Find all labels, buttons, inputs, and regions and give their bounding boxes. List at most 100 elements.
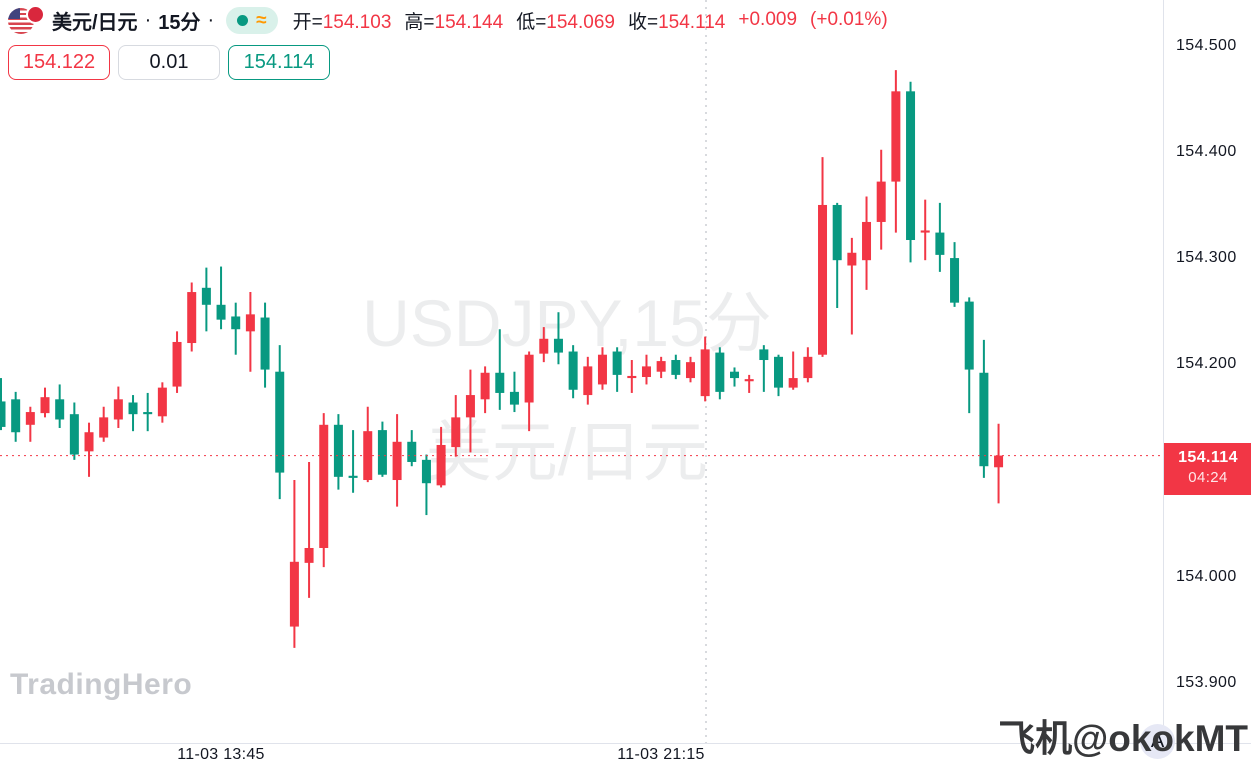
symbol-title[interactable]: 美元/日元 · 15分 · bbox=[52, 6, 214, 35]
ohlc-open: 开=154.103 bbox=[293, 7, 392, 34]
candle bbox=[685, 362, 695, 379]
change-value: +0.009 bbox=[738, 9, 798, 30]
sell-bid-button[interactable]: 154.122 bbox=[8, 45, 110, 80]
ohlc-high: 高=154.144 bbox=[404, 7, 503, 34]
high-value: 154.144 bbox=[434, 11, 504, 33]
auto-scale-button[interactable]: A bbox=[1140, 724, 1175, 759]
approx-data-icon: ≈ bbox=[256, 9, 267, 31]
price-axis-label: 154.000 bbox=[1176, 567, 1237, 585]
candle bbox=[319, 424, 329, 548]
low-value: 154.069 bbox=[546, 11, 615, 33]
spread-box[interactable]: 0.01 bbox=[118, 45, 220, 80]
candle bbox=[876, 181, 886, 222]
candle bbox=[818, 204, 828, 355]
symbol-name: 美元/日元 bbox=[52, 11, 138, 34]
candle bbox=[157, 387, 167, 417]
candle bbox=[891, 91, 901, 182]
candle bbox=[862, 221, 872, 261]
candle bbox=[84, 432, 94, 452]
ohlc-low: 低=154.069 bbox=[516, 7, 615, 34]
price-axis-label: 154.500 bbox=[1176, 36, 1237, 54]
candle bbox=[275, 371, 285, 473]
symbol-header: 美元/日元 · 15分 · ≈ 开=154.103 高=154.144 低=15… bbox=[8, 5, 888, 35]
candle bbox=[920, 230, 930, 233]
candle bbox=[143, 412, 153, 415]
candle bbox=[509, 391, 519, 405]
candle bbox=[421, 459, 431, 484]
price-axis-label: 154.200 bbox=[1176, 355, 1237, 373]
candle bbox=[113, 399, 123, 420]
candle bbox=[172, 341, 182, 387]
candle bbox=[744, 379, 754, 382]
market-open-dot-icon bbox=[237, 14, 249, 26]
candle bbox=[333, 424, 343, 477]
candle bbox=[803, 356, 813, 379]
candle bbox=[231, 316, 241, 330]
candle bbox=[289, 561, 299, 627]
price-axis-label: 154.400 bbox=[1176, 142, 1237, 160]
market-status-pill[interactable]: ≈ bbox=[226, 6, 278, 34]
candle bbox=[950, 258, 960, 303]
candle bbox=[906, 91, 916, 241]
candle bbox=[700, 349, 710, 397]
candle bbox=[979, 372, 989, 467]
last-price-value: 154.114 bbox=[1178, 448, 1238, 466]
price-axis-label: 154.300 bbox=[1176, 249, 1237, 267]
candle bbox=[304, 547, 314, 563]
candle bbox=[40, 397, 50, 414]
candle bbox=[201, 287, 211, 305]
ohlc-readout: 开=154.103 高=154.144 低=154.069 收=154.114 … bbox=[293, 7, 888, 34]
bar-countdown: 04:24 bbox=[1188, 468, 1228, 486]
price-axis-label: 153.900 bbox=[1176, 673, 1237, 691]
candle bbox=[260, 317, 270, 370]
high-label: 高= bbox=[404, 11, 435, 33]
candle bbox=[99, 417, 109, 438]
price-axis[interactable]: 154.114 04:24 154.500 154.400 154.300 154.2… bbox=[1163, 0, 1251, 765]
last-price-badge: 154.114 04:24 bbox=[1164, 442, 1251, 495]
low-label: 低= bbox=[516, 11, 547, 33]
buy-ask-button[interactable]: 154.114 bbox=[228, 45, 330, 80]
open-label: 开= bbox=[292, 11, 323, 33]
open-value: 154.103 bbox=[322, 11, 392, 33]
change-percent: (+0.01%) bbox=[810, 9, 888, 30]
candle bbox=[187, 292, 197, 344]
candle bbox=[465, 395, 475, 418]
candle bbox=[994, 455, 1004, 468]
candle bbox=[348, 475, 358, 478]
candle bbox=[245, 314, 255, 332]
time-axis-label: 11-03 21:15 bbox=[617, 745, 705, 763]
candle bbox=[627, 375, 637, 379]
candle bbox=[407, 441, 417, 462]
candle bbox=[671, 360, 681, 375]
candle bbox=[25, 412, 35, 425]
candle bbox=[377, 430, 387, 475]
candle bbox=[774, 356, 784, 388]
center-watermark-line1: USDJPY,15分 bbox=[362, 286, 772, 360]
time-axis-label: 11-03 13:45 bbox=[177, 745, 265, 763]
candle bbox=[69, 414, 79, 455]
close-label: 收= bbox=[627, 11, 659, 33]
candle bbox=[612, 351, 622, 375]
candle bbox=[641, 366, 651, 378]
quote-buttons: 154.122 0.01 154.114 bbox=[8, 45, 330, 80]
time-axis[interactable]: 11-03 13:45 11-03 21:15 bbox=[0, 743, 1251, 765]
interval-label: 15分 bbox=[158, 11, 201, 34]
candlestick-chart[interactable] bbox=[0, 0, 1163, 743]
candle bbox=[715, 352, 725, 392]
candle bbox=[656, 361, 666, 372]
candle bbox=[847, 252, 857, 266]
candle bbox=[11, 399, 21, 433]
brand-watermark: TradingHero bbox=[10, 668, 193, 701]
candle bbox=[832, 204, 842, 261]
candle bbox=[568, 351, 578, 390]
candle bbox=[392, 441, 402, 481]
candle bbox=[583, 366, 593, 396]
candle bbox=[539, 338, 549, 354]
chart-plot-area[interactable]: USDJPY,15分 美元/日元 TradingHero bbox=[0, 0, 1163, 743]
candle bbox=[759, 349, 769, 361]
center-watermark-line2: 美元/日元 bbox=[425, 415, 709, 489]
close-value: 154.114 bbox=[658, 11, 726, 33]
candle bbox=[128, 402, 138, 415]
candle bbox=[436, 444, 446, 486]
japan-flag-icon bbox=[26, 5, 45, 24]
